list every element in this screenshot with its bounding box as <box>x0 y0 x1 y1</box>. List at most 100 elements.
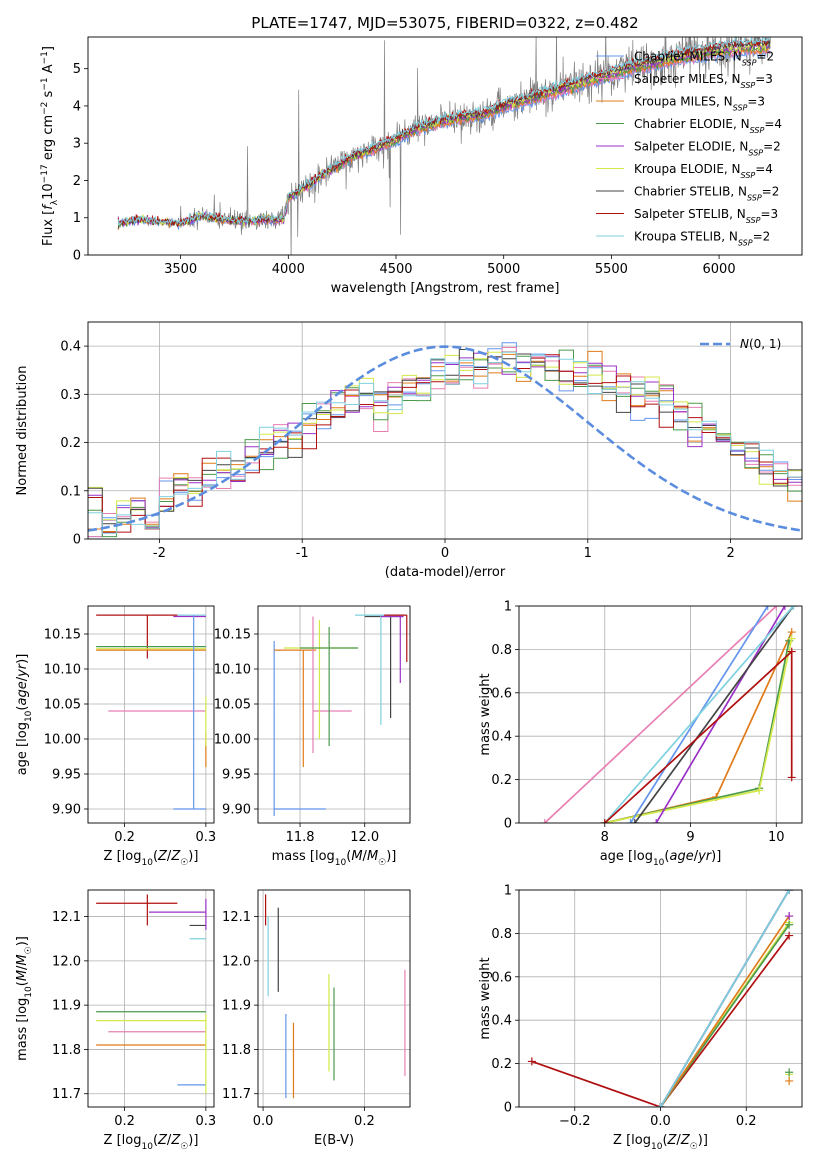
legend-label: Salpeter STELIB, NSSP=3 <box>634 207 778 225</box>
weight-line-kroupa-stelib <box>604 606 795 823</box>
plot-area <box>258 606 410 823</box>
panel-mass-weight-vs-Z: −0.2 0.0 0.2 0 0.2 0.4 0.6 0.8 1 Z [log10(Z/Z☉)] m… <box>478 884 803 1152</box>
plus-marker <box>780 606 789 610</box>
x-tick-label: 0.3 <box>196 830 217 845</box>
legend-label: Salpeter MILES, NSSP=3 <box>634 72 773 90</box>
panel-mass-weight-vs-age: 8 9 10 0 0.2 0.4 0.6 0.8 1 age [log10(age/yr)] mas… <box>478 600 803 868</box>
y-tick-label: 10.10 <box>214 663 251 678</box>
panel-mass-vs-Z: 0.2 0.3 11.7 11.8 11.9 12.0 12.1 Z [log10(Z/Z☉)… <box>15 889 216 1152</box>
x-tick-label: 0.2 <box>736 1114 757 1129</box>
y-tick-label: 0.2 <box>491 1057 512 1072</box>
y-tick-label: 11.9 <box>52 999 81 1014</box>
plus-marker <box>787 773 796 782</box>
x-tick-label: 4500 <box>379 262 412 277</box>
plus-marker <box>527 1057 536 1066</box>
y-tick-label: 0.4 <box>491 1014 512 1029</box>
point-chabrier-elodie <box>300 627 359 746</box>
y-axis-label: Normed distribution <box>15 366 30 496</box>
point-chabrier-miles <box>173 615 206 810</box>
y-tick-label: 9.95 <box>52 768 81 783</box>
x-tick-label: 4000 <box>272 262 305 277</box>
y-tick-label: 1 <box>504 600 512 615</box>
plus-marker <box>785 920 794 929</box>
plus-marker <box>652 819 661 823</box>
plot-area <box>88 322 802 539</box>
y-tick-label: 0 <box>73 249 81 264</box>
point-kroupa-elodie <box>283 620 356 739</box>
x-tick-label: 5500 <box>595 262 628 277</box>
plus-marker <box>787 647 796 656</box>
plus-marker <box>785 931 794 940</box>
x-tick-label: 0.0 <box>650 1114 671 1129</box>
plus-marker <box>540 819 549 823</box>
plus-marker <box>785 1068 794 1077</box>
x-tick-label: 8 <box>601 830 609 845</box>
x-tick-label: 2 <box>726 546 734 561</box>
panel-mass-vs-ebv: 0.0 0.2 11.7 11.8 11.9 12.0 12.1 E(B-V) <box>222 889 411 1148</box>
y-tick-label: 12.0 <box>222 954 251 969</box>
model-line-salpeter-stelib <box>117 37 771 228</box>
point-salpeter-stelib <box>96 614 178 659</box>
plus-marker <box>789 606 798 610</box>
y-tick-label: 1 <box>73 211 81 226</box>
y-tick-label: 0.1 <box>60 484 81 499</box>
y-tick-label: 0.8 <box>491 927 512 942</box>
legend-label: N(0, 1) <box>740 337 781 351</box>
x-tick-label: 3500 <box>164 262 197 277</box>
x-tick-label: 0.0 <box>253 1114 274 1129</box>
x-axis-label: age [log10(age/yr)] <box>600 849 722 868</box>
figure-title: PLATE=1747, MJD=53075, FIBERID=0322, z=0… <box>251 14 638 32</box>
model-line-salpeter-elodie <box>117 42 771 228</box>
plus-marker <box>600 819 609 823</box>
x-tick-label: 6000 <box>703 262 736 277</box>
x-tick-label: 11.8 <box>286 830 315 845</box>
plot-area <box>88 890 214 1107</box>
plus-marker <box>785 1076 794 1085</box>
axes-frame <box>518 605 803 824</box>
plot-area <box>519 606 802 823</box>
y-tick-label: 10.00 <box>44 733 81 748</box>
normal-curve <box>88 345 802 532</box>
legend-label: Kroupa MILES, NSSP=3 <box>634 95 765 113</box>
x-tick-label: 5000 <box>487 262 520 277</box>
weight-line-kroupa-miles <box>604 631 793 823</box>
plot-area <box>258 890 410 1107</box>
legend-label: Kroupa STELIB, NSSP=2 <box>634 230 770 248</box>
spectrum-legend: Chabrier MILES, NSSP=2 Salpeter MILES, NS… <box>596 50 782 248</box>
y-tick-label: 4 <box>73 99 81 114</box>
plus-marker <box>772 606 781 610</box>
x-tick-label: 12.0 <box>350 830 379 845</box>
panel-age-vs-Z: 0.2 0.3 9.90 9.95 10.00 10.05 10.10 10.15 Z [log… <box>15 605 217 868</box>
y-tick-label: 0 <box>504 817 512 832</box>
plus-marker <box>630 819 639 823</box>
weight-line-chabrier-stelib <box>634 606 795 823</box>
y-tick-label: 11.8 <box>52 1043 81 1058</box>
y-tick-label: 0.4 <box>60 340 81 355</box>
x-tick-label: 9 <box>686 830 694 845</box>
y-axis-label: age [log10(age/yr)] <box>15 654 34 776</box>
x-tick-label: −0.2 <box>559 1114 591 1129</box>
y-tick-label: 10.15 <box>44 628 81 643</box>
y-tick-label: 0.6 <box>491 970 512 985</box>
plus-marker <box>787 634 796 643</box>
model-line-chabrier-stelib <box>117 38 771 229</box>
point-kroupa-miles <box>274 649 317 767</box>
x-tick-label: 0.2 <box>114 830 135 845</box>
panels-group: 3500 4000 4500 5000 5500 6000 0 1 2 3 4 5 Chabrier M… <box>15 36 803 1152</box>
y-tick-label: 11.9 <box>222 999 251 1014</box>
plot-area <box>88 606 214 823</box>
weight-line-salpeter-stelib <box>604 649 793 823</box>
axes-frame <box>87 321 803 540</box>
legend-label: Kroupa ELODIE, NSSP=4 <box>634 162 773 180</box>
y-tick-label: 1 <box>504 884 512 899</box>
legend-label: Salpeter ELODIE, NSSP=2 <box>634 140 781 158</box>
y-axis-label: mass weight <box>478 957 493 1039</box>
y-tick-label: 10.15 <box>214 628 251 643</box>
y-tick-label: 11.8 <box>222 1043 251 1058</box>
x-tick-label: -1 <box>296 546 309 561</box>
x-axis-label: mass [log10(M/M☉)] <box>272 849 397 868</box>
x-tick-label: 0 <box>441 546 449 561</box>
x-tick-label: 0.2 <box>354 1114 375 1129</box>
point-salpeter-stelib <box>96 894 178 926</box>
plus-marker <box>785 890 794 894</box>
